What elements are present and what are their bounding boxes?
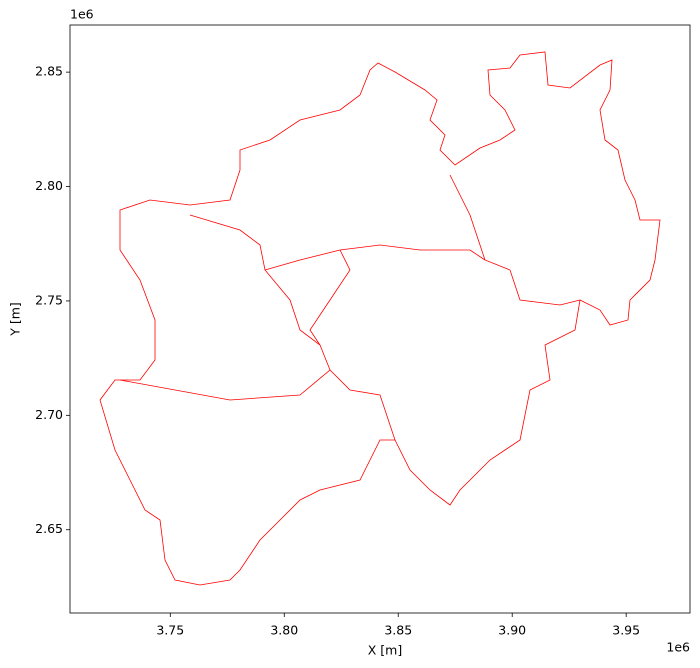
inner-boundary — [119, 214, 331, 401]
y-axis-label: Y [m] — [8, 302, 23, 337]
y-tick-label: 2.80 — [35, 178, 63, 193]
x-tick-label: 3.80 — [270, 623, 298, 638]
x-axis-label: X [m] — [368, 643, 402, 658]
outer-boundary — [99, 51, 661, 586]
x-tick-label: 3.95 — [612, 623, 640, 638]
y-tick-label: 2.75 — [35, 292, 63, 307]
x-tick-label: 3.75 — [156, 623, 184, 638]
axes-frame — [69, 24, 691, 614]
inner-boundary — [264, 244, 486, 271]
x-offset-text: 1e6 — [666, 640, 690, 655]
y-tick-label: 2.85 — [35, 64, 63, 79]
inner-boundary — [449, 174, 581, 306]
x-tick-label: 3.85 — [384, 623, 412, 638]
y-tick-label: 2.65 — [35, 521, 63, 536]
inner-boundary — [329, 369, 396, 441]
inner-boundary — [309, 249, 351, 346]
boundaries — [99, 51, 661, 586]
y-offset-text: 1e6 — [70, 7, 94, 22]
y-tick-label: 2.70 — [35, 407, 63, 422]
x-tick-label: 3.90 — [498, 623, 526, 638]
